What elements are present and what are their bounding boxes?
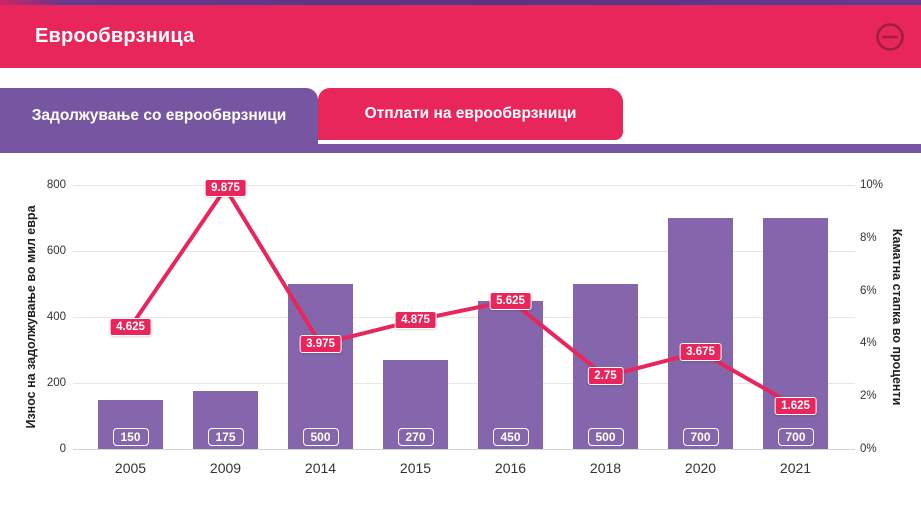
left-axis-tick-label: 600 [46, 245, 66, 257]
x-axis-category-label: 2020 [684, 460, 717, 476]
left-axis-tick-label: 400 [46, 311, 66, 323]
collapse-button[interactable] [874, 21, 906, 53]
tab-repayments-eurobonds[interactable]: Отплати на еврообврзници [318, 88, 623, 140]
tab-label: Отплати на еврообврзници [364, 105, 577, 122]
bar-2016[interactable] [478, 300, 543, 449]
x-axis-category-label: 2005 [114, 460, 147, 476]
rate-point-label: 9.875 [204, 179, 247, 198]
y-gridline [73, 251, 855, 252]
x-axis-category-label: 2021 [779, 460, 812, 476]
right-axis-tick-label: 8% [860, 231, 877, 244]
right-axis-tick-label: 2% [860, 390, 877, 403]
y-gridline [73, 317, 855, 318]
right-axis-tick-label: 0% [860, 443, 877, 455]
eurobond-combo-chart: Износ на задолжување во мил евра Каматна… [0, 153, 921, 514]
rate-point-label: 4.875 [394, 311, 437, 330]
y-gridline [73, 383, 855, 384]
tab-bar: Задолжување со еврообврзници Отплати на … [0, 88, 921, 152]
bar-value-label: 175 [207, 428, 244, 446]
left-axis-tick-label: 800 [46, 179, 66, 191]
rate-point-label: 4.625 [109, 317, 152, 336]
bar-value-label: 450 [492, 428, 529, 446]
rate-point-label: 3.675 [679, 342, 722, 361]
active-tab-panel-strip [0, 144, 921, 153]
bar-2020[interactable] [668, 218, 733, 449]
x-axis-line [73, 449, 855, 450]
tab-borrowing-eurobonds[interactable]: Задолжување со еврообврзници [0, 88, 318, 144]
bar-value-label: 150 [112, 428, 149, 446]
right-axis-tick-label: 6% [860, 284, 877, 297]
bar-2018[interactable] [573, 284, 638, 449]
rate-point-label: 1.625 [774, 397, 817, 416]
right-axis-tick-label: 4% [860, 337, 877, 350]
x-axis-category-label: 2016 [494, 460, 527, 476]
y-gridline [73, 185, 855, 186]
rate-point-label: 2.75 [587, 367, 624, 386]
rate-point-label: 5.625 [489, 291, 532, 310]
panel-title: Еврообврзница [35, 25, 195, 47]
left-axis-tick-label: 200 [46, 377, 66, 389]
bar-value-label: 500 [587, 428, 624, 446]
top-accent-strip [0, 0, 921, 5]
right-axis-tick-label: 10% [860, 179, 884, 191]
bar-value-label: 700 [682, 428, 719, 446]
tab-label: Задолжување со еврообврзници [31, 107, 287, 124]
bar-2009[interactable] [193, 391, 258, 449]
rate-point-label: 3.975 [299, 335, 342, 354]
bar-2015[interactable] [383, 359, 448, 449]
x-axis-category-label: 2014 [304, 460, 337, 476]
panel-header: Еврообврзница [0, 5, 921, 68]
minus-circle-icon [876, 22, 904, 51]
x-axis-category-label: 2009 [209, 460, 242, 476]
bar-value-label: 500 [302, 428, 339, 446]
x-axis-category-label: 2018 [589, 460, 622, 476]
bar-2005[interactable] [98, 399, 163, 449]
left-axis-tick-label: 0 [59, 443, 66, 455]
bar-value-label: 700 [777, 428, 814, 446]
x-axis-category-label: 2015 [399, 460, 432, 476]
bar-value-label: 270 [397, 428, 434, 446]
